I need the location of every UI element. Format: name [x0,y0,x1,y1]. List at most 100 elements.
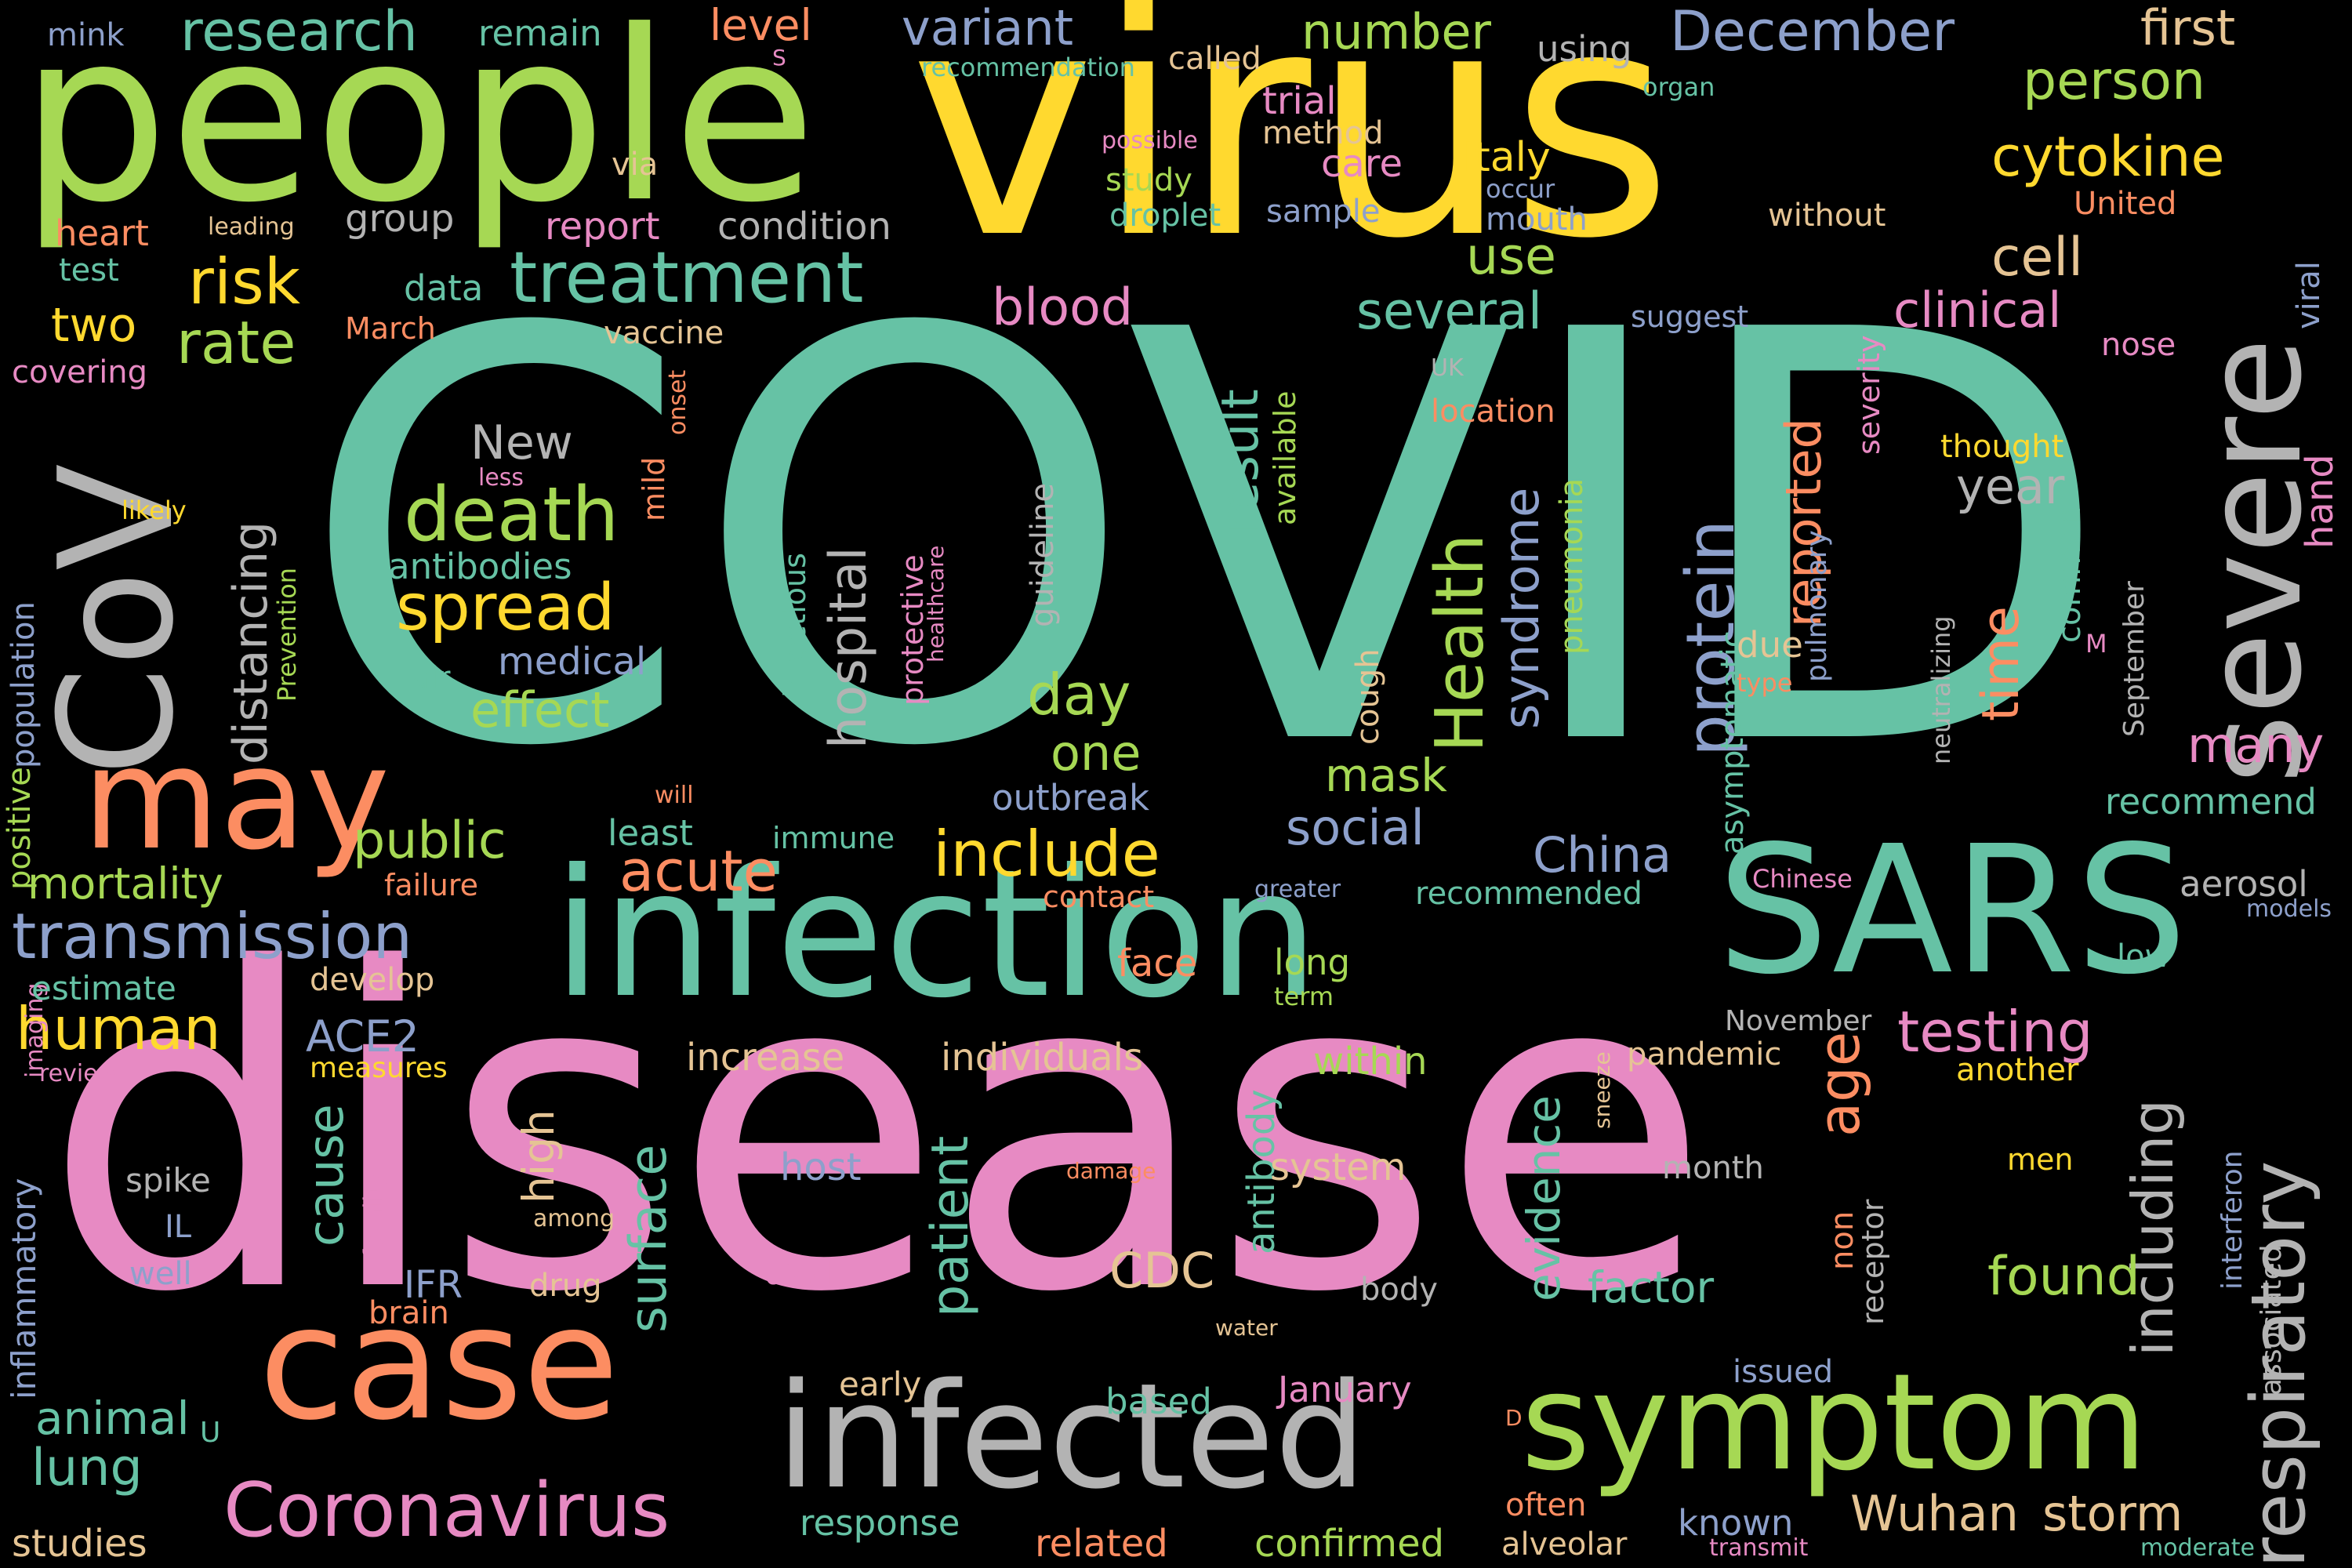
word: leading [208,213,295,241]
word: human [16,994,221,1063]
word: trial [1262,79,1337,123]
word: pulmonary [1801,530,1833,682]
word: study [1105,162,1192,198]
word: CDC [1109,1242,1215,1299]
word: water [1215,1315,1278,1341]
word: aerosol [2180,863,2308,905]
word: will [655,782,694,809]
word: well [129,1256,192,1292]
word: antibodies [388,546,572,587]
word: less [478,464,524,492]
word: outbreak [992,777,1150,818]
word: IFR [404,1263,463,1307]
word: body [1360,1272,1438,1308]
word: China [1533,826,1672,884]
word: guideline [1025,482,1061,627]
word: mouth [1486,201,1588,238]
word: United [2074,186,2177,222]
word: may [82,717,390,881]
word: called [1168,41,1261,77]
word: population [5,601,42,768]
word: rate [176,308,296,377]
word: S [772,45,786,71]
word: positive [2,767,38,890]
word: covering [12,354,148,390]
word: infection [553,832,1319,1037]
word: animal [35,1392,190,1445]
word: care [1321,142,1403,186]
word: storm [2042,1485,2183,1542]
word: interferon [2216,1150,2249,1290]
word: many [2187,717,2325,774]
word: vaccine [604,315,724,351]
word: confirmed [1254,1522,1445,1566]
word: September [2118,581,2151,737]
word: cough [1350,648,1386,745]
word: Italy [1462,134,1551,181]
word: low [2117,938,2171,975]
word: clinical [1893,281,2062,339]
word: inflammatory [5,1178,43,1399]
word: damage [1066,1158,1156,1184]
word: death [404,472,619,558]
word: non [1824,1210,1860,1270]
word: medical [498,640,647,684]
word: infectious [778,553,812,698]
word: long [1274,942,1351,983]
word: cytokine [1991,125,2225,189]
word: type [1737,668,1793,698]
word: acute [619,838,778,904]
word: testing [1897,999,2093,1065]
word: greater [1254,876,1341,903]
word: transmit [1709,1534,1809,1562]
word: review [39,1060,118,1087]
word: effect [470,681,610,739]
word: found [1987,1246,2140,1308]
word: age [1806,1031,1872,1137]
word: early [839,1365,922,1403]
word: drug [529,1268,602,1304]
word: infected [776,1352,1367,1521]
word: alveolar [1501,1526,1628,1563]
word: recommendation [921,53,1135,82]
word: level [710,0,812,50]
word: via [612,147,659,183]
word: immune [772,821,895,855]
word: associated [2256,1244,2288,1396]
word: U [200,1417,221,1449]
word: high [514,1109,564,1203]
word: UK [1431,354,1464,382]
word: case [259,1272,619,1455]
word: severity [1852,335,1886,455]
word: spike [125,1161,211,1200]
word: result [1211,389,1270,533]
word: lung [31,1439,143,1497]
word: onset [664,369,691,435]
word: mild [637,456,671,521]
word: host [780,1145,862,1189]
word: public [353,811,506,870]
word: report [545,205,660,249]
word: New [470,416,573,470]
word: measures [310,1052,448,1084]
word: Chinese [1752,864,1853,894]
word: within [1313,1040,1428,1083]
word: several [1356,282,1542,341]
word: due [1737,624,1803,666]
word: failure [384,868,479,902]
word: variant [902,0,1073,56]
word: risk [188,245,301,318]
word: March [345,311,436,346]
word: location [1431,394,1555,430]
word: using [1537,28,1632,70]
word: mink [47,17,125,53]
word: possible [1102,127,1198,154]
word: social [1286,799,1425,856]
word: develop [310,962,435,998]
word: least [608,812,693,854]
word: one [1051,724,1142,782]
word: D [1505,1405,1523,1431]
word: among [533,1205,615,1232]
word: likely [122,495,187,525]
